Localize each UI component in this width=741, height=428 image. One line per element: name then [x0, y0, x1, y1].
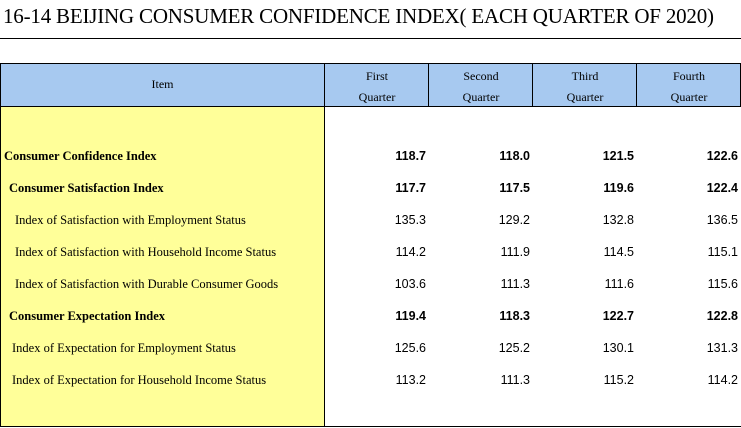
header-bottom-border: [0, 106, 741, 107]
row-value-q1: 118.7: [395, 149, 426, 163]
table-row: Index of Expectation for Household Incom…: [0, 364, 741, 396]
header-q2-line2: Quarter: [462, 90, 500, 104]
row-value-q3: 111.6: [604, 277, 634, 291]
row-label: Index of Satisfaction with Household Inc…: [15, 245, 277, 259]
row-label: Index of Expectation for Employment Stat…: [12, 341, 236, 355]
header-q1-line1: First: [365, 69, 388, 83]
row-value-q1: 114.2: [395, 245, 426, 259]
table-left-border: [0, 63, 1, 427]
header-divider: [636, 63, 637, 107]
table-row: Consumer Satisfaction Index 117.7 117.5 …: [0, 172, 741, 204]
header-q3-line2: Quarter: [566, 90, 604, 104]
row-value-q4: 131.3: [706, 341, 738, 355]
header-divider: [532, 63, 533, 107]
header-background: [0, 63, 741, 107]
row-value-q3: 119.6: [603, 181, 634, 195]
item-column-background: [0, 107, 325, 426]
row-value-q1: 103.6: [394, 277, 426, 291]
row-label: Consumer Expectation Index: [9, 309, 166, 323]
table-bottom-border: [0, 426, 741, 427]
row-value-q4: 122.8: [706, 309, 738, 323]
row-label: Index of Satisfaction with Durable Consu…: [15, 277, 279, 291]
row-value-q3: 132.8: [602, 213, 634, 227]
row-value-q3: 122.7: [602, 309, 634, 323]
row-value-q4: 122.6: [706, 149, 738, 163]
row-value-q2: 118.3: [499, 309, 530, 323]
title-rule: [0, 38, 741, 39]
row-label: Index of Expectation for Household Incom…: [12, 373, 267, 387]
row-value-q4: 122.4: [706, 181, 738, 195]
row-value-q4: 115.6: [707, 277, 738, 291]
header-item: Item: [151, 77, 174, 91]
row-value-q2: 117.5: [499, 181, 530, 195]
row-value-q1: 119.4: [395, 309, 426, 323]
header-q4-line1: Fourth: [672, 69, 705, 83]
header-q2-line1: Second: [463, 69, 499, 83]
data-table: Item First Quarter Second Quarter Third …: [0, 63, 741, 427]
row-value-q1: 135.3: [394, 213, 426, 227]
row-value-q3: 114.5: [603, 245, 634, 259]
row-value-q3: 130.1: [602, 341, 634, 355]
row-label: Consumer Satisfaction Index: [9, 181, 164, 195]
item-column-divider: [324, 63, 325, 427]
table-row: Consumer Confidence Index 118.7 118.0 12…: [0, 140, 741, 172]
row-label: Consumer Confidence Index: [4, 149, 157, 163]
header-q1-line2: Quarter: [358, 90, 396, 104]
row-value-q3: 115.2: [603, 373, 634, 387]
table-row: Index of Satisfaction with Household Inc…: [0, 236, 741, 268]
row-value-q2: 125.2: [498, 341, 530, 355]
row-value-q1: 125.6: [394, 341, 426, 355]
table-row: Consumer Expectation Index 119.4 118.3 1…: [0, 300, 741, 332]
header-divider: [428, 63, 429, 107]
row-value-q4: 115.1: [707, 245, 738, 259]
header-q4-line2: Quarter: [670, 90, 708, 104]
page-title: 16-14 BEIJING CONSUMER CONFIDENCE INDEX(…: [3, 4, 714, 28]
row-value-q4: 136.5: [706, 213, 738, 227]
row-value-q4: 114.2: [707, 373, 738, 387]
row-value-q1: 113.2: [395, 373, 426, 387]
row-label: Index of Satisfaction with Employment St…: [15, 213, 246, 227]
row-value-q1: 117.7: [395, 181, 426, 195]
table-row: Index of Expectation for Employment Stat…: [0, 332, 741, 364]
table-top-border: [0, 63, 741, 64]
header-q3-line1: Third: [571, 69, 599, 83]
table-row: Index of Satisfaction with Employment St…: [0, 204, 741, 236]
row-value-q2: 111.3: [500, 277, 530, 291]
row-value-q2: 111.9: [500, 245, 530, 259]
table-row: Index of Satisfaction with Durable Consu…: [0, 268, 741, 300]
row-value-q2: 129.2: [498, 213, 530, 227]
row-value-q2: 118.0: [499, 149, 530, 163]
row-value-q2: 111.3: [500, 373, 530, 387]
row-value-q3: 121.5: [602, 149, 634, 163]
